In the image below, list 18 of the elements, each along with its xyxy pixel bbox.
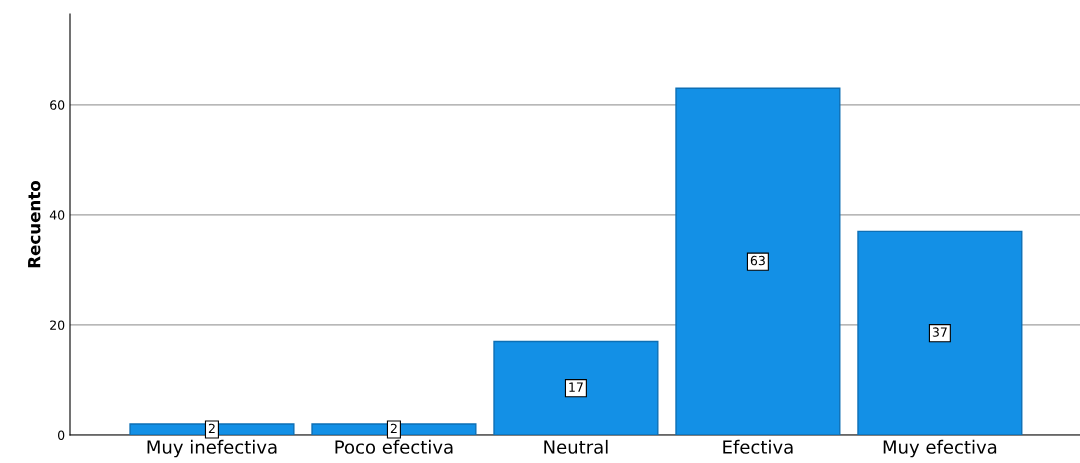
data-label: 63 [750, 255, 765, 266]
data-label: 2 [208, 423, 215, 433]
x-tick-label: Muy efectiva [883, 439, 997, 458]
y-tick-label: 60 [50, 100, 65, 110]
y-axis-title: Recuento [28, 180, 41, 268]
x-tick-label: Poco efectiva [335, 439, 453, 454]
y-tick-label: 20 [50, 320, 65, 330]
x-tick-label: Muy inefectiva [147, 439, 277, 458]
y-tick-label: 40 [49, 210, 65, 220]
data-label: 2 [390, 423, 397, 433]
x-tick-label: Efectiva [723, 439, 793, 454]
data-label: 37 [932, 327, 947, 337]
data-label: 17 [569, 382, 583, 392]
y-tick-label: 0 [58, 430, 65, 440]
x-tick-label: Neutral [544, 439, 608, 454]
bar [857, 230, 1023, 435]
bar [675, 87, 841, 435]
bar [493, 340, 659, 435]
